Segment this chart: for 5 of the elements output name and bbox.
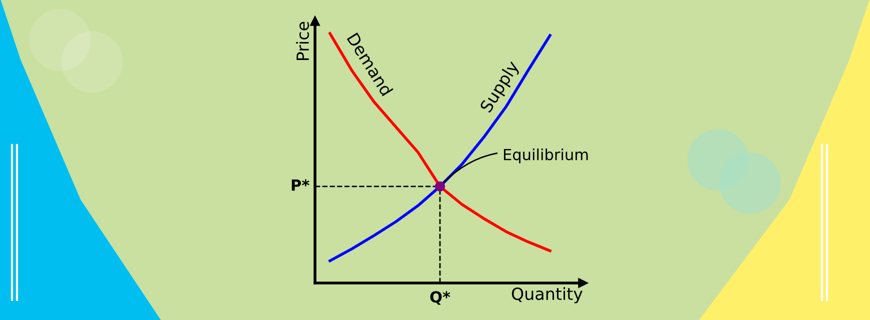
annotation: Equilibrium [504, 148, 588, 164]
text: Q* [430, 291, 450, 305]
ref-line-label: P* [292, 179, 310, 191]
y-axis-title: Price [296, 22, 309, 60]
x-axis-title: Quantity [512, 287, 583, 304]
